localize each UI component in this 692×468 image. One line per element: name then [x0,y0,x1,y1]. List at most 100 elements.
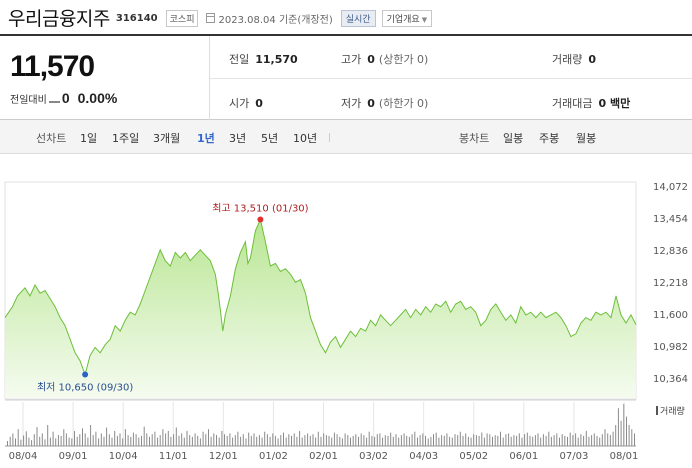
volume-bar [457,435,459,446]
volume-bar [336,434,338,446]
tab-1y[interactable]: 1년 [197,132,215,145]
volume-bar [323,433,325,446]
volume-bar [307,433,309,446]
volume-bar [299,430,301,446]
candle-chart-label: 봉차트 [459,132,490,145]
volume-bar [68,437,70,446]
volume-bar [240,436,242,446]
tab-5y[interactable]: 5년 [261,132,279,145]
volume-bar [631,429,633,446]
tab-monthly[interactable]: 월봉 [576,132,597,145]
volume-bar [596,435,598,446]
tab-1w[interactable]: 1주일 [112,132,140,145]
volume-bar [577,437,579,446]
company-overview-button[interactable]: 기업개요 ▼ [381,9,433,27]
volume-bar [44,439,46,446]
volume-bar [604,429,606,446]
volume-bar [395,434,397,446]
current-price: 11,570 [10,50,95,83]
x-tick-label: 07/03 [560,451,589,462]
volume-bar [181,433,183,446]
volume-bar [481,432,483,446]
volume-bar [63,429,65,446]
chart-frame [4,181,637,400]
stat-high: 고가 0 (상한가 0) [341,52,429,67]
high-label: 최고 13,510 (01/30) [212,202,308,214]
volume-bar [376,434,378,446]
realtime-button[interactable]: 실시간 [340,9,376,27]
volume-bar [165,433,167,446]
stats-divider [210,78,692,79]
volume-bar [433,434,434,446]
volume-bar [20,439,22,446]
volume-bar [417,437,418,446]
volume-bar [309,435,311,446]
volume-bar [449,436,451,446]
volume-bar [258,435,260,446]
volume-bar [607,433,609,446]
volume-bar [634,433,635,446]
volume-bar [465,433,467,446]
tab-3m[interactable]: 3개월 [153,132,181,145]
volume-bar [553,435,555,446]
volume-bar [502,437,504,446]
volume-bar [320,436,322,446]
volume-bar [111,437,113,446]
volume-bar [390,432,392,446]
volume-bar [159,435,161,446]
volume-bar [226,435,228,446]
stat-open: 시가 0 [229,96,263,111]
volume-bar [601,434,603,446]
volume-bar [569,432,571,446]
volume-bar [588,436,590,446]
unchanged-icon [48,101,60,103]
stat-low: 저가 0 (하한가 0) [341,96,429,111]
volume-bar [266,434,268,446]
x-tick-label: 02/01 [309,451,338,462]
tab-daily[interactable]: 일봉 [503,132,524,145]
volume-bar [513,435,515,446]
volume-bar [74,430,75,446]
volume-bar [556,433,558,446]
tab-10y[interactable]: 10년 [293,132,318,145]
volume-bar [149,436,150,446]
volume-bar [534,435,536,446]
volume-bar [191,436,193,446]
volume-bar [475,435,477,446]
volume-bar [374,436,376,446]
tab-weekly[interactable]: 주봉 [539,132,560,145]
volume-bar [620,420,622,446]
volume-bar [392,436,394,446]
volume-bar [478,435,480,446]
volume-bar [325,435,327,446]
volume-bar [186,430,188,446]
volume-bar [173,434,175,446]
volume-bar [312,434,314,446]
volume-bar [39,436,41,446]
volume-bar [567,436,568,446]
volume-bar [162,429,164,446]
volume-bar [384,435,386,446]
volume-bar [473,434,475,446]
volume-bar [232,437,234,446]
y-axis-labels: 14,072 13,454 12,836 12,218 11,600 10,982 10,3… [653,182,688,385]
volume-bar [108,434,110,446]
tab-separator [329,133,330,142]
quote-date: 2023.08.04 기준(개장전) [218,15,333,26]
volume-bar [585,430,587,446]
volume-bar [245,438,247,446]
volume-bar [400,435,402,446]
volume-bar [103,436,105,446]
volume-bar [25,431,27,446]
volume-bar [167,430,169,446]
volume-bar [518,433,520,446]
volume-bar [288,434,290,446]
volume-bar [269,436,271,446]
market-badge: 코스피 [165,9,199,27]
volume-bar [157,437,159,446]
volume-bar [274,435,276,446]
tab-3y[interactable]: 3년 [229,132,247,145]
volume-bar [272,433,274,446]
tab-1d[interactable]: 1일 [80,132,98,145]
volume-bar [224,434,225,446]
